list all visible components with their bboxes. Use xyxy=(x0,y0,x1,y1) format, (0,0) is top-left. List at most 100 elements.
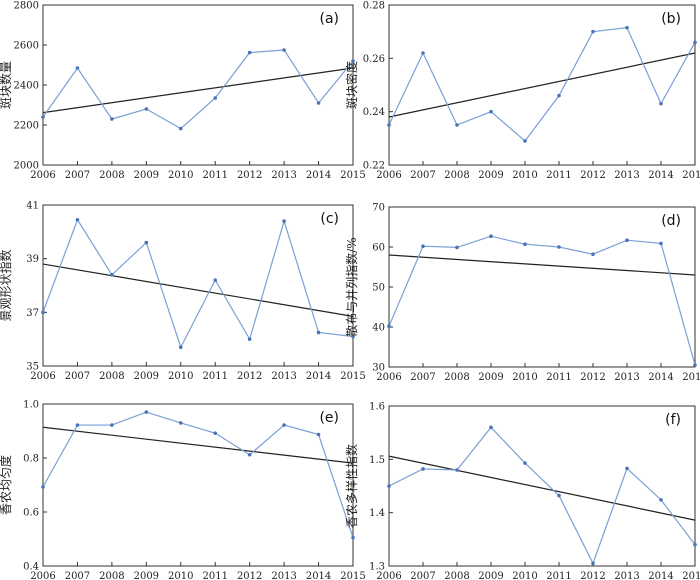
y-tick-label: 40 xyxy=(372,323,385,334)
series-line xyxy=(388,235,696,366)
data-point xyxy=(351,334,355,339)
data-point xyxy=(693,40,697,45)
panel-label: (f) xyxy=(665,412,681,428)
x-tick-label: 2006 xyxy=(30,371,55,382)
y-tick-label: 0.4 xyxy=(23,562,39,573)
data-point xyxy=(282,219,286,223)
y-tick-label: 0.26 xyxy=(363,54,385,65)
data-point xyxy=(591,252,595,256)
chart-panel-3: 35 37 39 41 2006 2007 2008 2009 2010 2011 2012 2013… xyxy=(0,201,366,383)
x-tick-label: 2008 xyxy=(99,371,124,382)
data-point xyxy=(75,423,80,427)
y-axis-label: 散布与并列指数/% xyxy=(344,237,359,336)
data-point xyxy=(41,115,45,119)
y-tick-label: 0.22 xyxy=(363,161,385,172)
panel-label: (d) xyxy=(661,213,681,229)
y-axis-label: 香农多样性指数 xyxy=(344,444,359,528)
y-tick-label: 0.28 xyxy=(363,1,385,12)
x-tick-label: 2006 xyxy=(30,571,55,580)
data-point xyxy=(421,51,425,55)
x-tick-label: 2007 xyxy=(410,571,435,580)
x-tick-label: 2008 xyxy=(444,372,469,383)
data-point xyxy=(75,217,80,222)
data-point xyxy=(489,234,493,238)
data-point xyxy=(455,245,459,250)
trend-line xyxy=(42,426,354,464)
y-tick-label: 2800 xyxy=(14,1,39,12)
data-point xyxy=(489,425,493,430)
trend-line xyxy=(388,52,696,118)
data-point xyxy=(75,66,80,70)
data-point xyxy=(144,410,149,414)
x-tick-label: 2009 xyxy=(134,170,159,181)
x-tick-label: 2010 xyxy=(168,371,193,382)
data-point xyxy=(351,535,355,540)
data-point xyxy=(213,96,218,100)
data-point xyxy=(421,467,425,471)
data-point xyxy=(213,431,218,435)
x-tick-label: 2014 xyxy=(306,170,331,181)
data-point xyxy=(455,123,459,127)
data-point xyxy=(282,423,286,427)
panel-label: (b) xyxy=(661,11,681,27)
data-point xyxy=(557,493,561,498)
x-tick-label: 2015 xyxy=(340,571,365,580)
data-point xyxy=(625,238,629,242)
x-tick-label: 2009 xyxy=(478,372,503,383)
y-tick-label: 0.6 xyxy=(23,508,39,519)
data-point xyxy=(178,126,183,131)
data-point xyxy=(178,421,183,425)
chart-panel-6: 1.3 1.4 1.5 1.6 2006 2007 2008 2009 2010 2011 2012… xyxy=(344,402,700,580)
x-tick-label: 2015 xyxy=(340,371,365,382)
y-axis-label: 香农均匀度 xyxy=(0,455,13,515)
y-tick-label: 1.0 xyxy=(23,400,39,411)
data-point xyxy=(213,278,218,282)
x-tick-label: 2009 xyxy=(478,571,503,580)
y-tick-label: 2600 xyxy=(14,41,39,52)
series-line xyxy=(42,49,354,130)
x-tick-label: 2006 xyxy=(376,372,401,383)
data-point xyxy=(110,423,114,427)
x-tick-label: 2010 xyxy=(512,571,537,580)
data-point xyxy=(110,272,114,277)
y-tick-label: 60 xyxy=(372,243,385,254)
x-tick-label: 2015 xyxy=(340,170,365,181)
x-tick-label: 2014 xyxy=(306,371,331,382)
data-point xyxy=(144,107,149,111)
data-point xyxy=(523,139,527,143)
data-point xyxy=(387,484,391,488)
data-point xyxy=(247,50,252,55)
y-tick-label: 2200 xyxy=(14,121,39,132)
x-tick-label: 2013 xyxy=(614,170,639,181)
data-point xyxy=(693,542,697,547)
x-tick-label: 2015 xyxy=(682,571,700,580)
data-point xyxy=(591,29,595,34)
data-point xyxy=(557,245,561,249)
x-tick-label: 2007 xyxy=(410,372,435,383)
plot-frame xyxy=(388,405,696,567)
y-tick-label: 1.6 xyxy=(369,402,385,413)
data-point xyxy=(659,498,663,502)
data-point xyxy=(455,468,459,472)
data-point xyxy=(41,310,45,315)
series-line xyxy=(42,411,354,538)
y-tick-label: 30 xyxy=(372,363,385,374)
x-tick-label: 2013 xyxy=(271,371,296,382)
panel-label: (a) xyxy=(319,11,339,27)
plot-frame xyxy=(42,403,354,567)
y-tick-label: 2400 xyxy=(14,81,39,92)
x-tick-label: 2013 xyxy=(614,372,639,383)
y-tick-label: 41 xyxy=(26,201,39,212)
x-tick-label: 2007 xyxy=(410,170,435,181)
x-tick-label: 2009 xyxy=(134,571,159,580)
y-axis-label: 景观形状指数 xyxy=(0,249,13,321)
plot-frame xyxy=(388,206,696,368)
x-tick-label: 2014 xyxy=(648,170,673,181)
x-tick-label: 2007 xyxy=(65,371,90,382)
plot-frame xyxy=(388,4,696,166)
chart-panel-5: 0.4 0.6 0.8 1.0 2006 2007 2008 2009 2010 2011 2012… xyxy=(0,400,366,580)
data-point xyxy=(693,363,697,367)
x-tick-label: 2010 xyxy=(512,170,537,181)
y-tick-label: 0.8 xyxy=(23,454,39,465)
x-tick-label: 2007 xyxy=(65,571,90,580)
